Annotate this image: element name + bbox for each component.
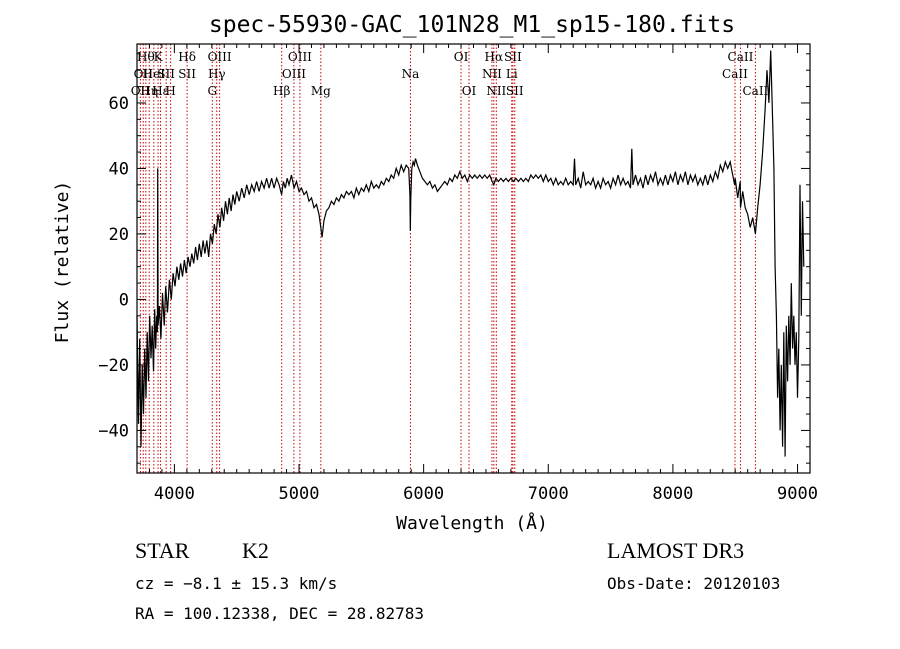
line-marker-label: Mg	[311, 84, 331, 98]
line-marker-label: Hε	[152, 84, 169, 98]
line-markers	[139, 44, 756, 473]
observation-date: Obs-Date: 20120103	[607, 574, 781, 593]
object-subclass: K2	[242, 538, 269, 563]
y-tick-label: 0	[119, 290, 129, 310]
line-marker-label: OII	[131, 84, 151, 98]
line-marker-label: NII	[486, 84, 506, 98]
line-marker-label: Hθ	[137, 50, 155, 64]
x-tick-label: 7000	[528, 484, 569, 504]
line-marker-label: Na	[402, 67, 420, 81]
line-marker-label: Li	[506, 67, 518, 81]
y-axis-label: Flux (relative)	[52, 181, 73, 344]
chart-title: spec-55930-GAC_101N28_M1_sp15-180.fits	[209, 12, 735, 38]
line-marker-label: G	[207, 84, 217, 98]
line-marker-label: Hα	[485, 50, 504, 64]
x-tick-label: 6000	[403, 484, 444, 504]
y-tick-label: −40	[98, 421, 129, 441]
object-class: STAR	[135, 538, 190, 563]
line-marker-label: H	[165, 84, 175, 98]
coordinates: RA = 100.12338, DEC = 28.82783	[135, 604, 424, 623]
x-tick-label: 8000	[652, 484, 693, 504]
line-marker-label: NII	[482, 67, 502, 81]
line-marker-label: OIII	[288, 50, 312, 64]
line-marker-label: Hδ	[178, 50, 196, 64]
line-marker-label: Hβ	[273, 84, 290, 98]
line-marker-label: SII	[178, 67, 196, 81]
x-axis-label: Wavelength (Å)	[396, 512, 548, 534]
line-marker-label: CaII	[742, 84, 768, 98]
line-marker-label: SII	[504, 50, 522, 64]
plot-frame	[136, 43, 811, 474]
redshift-velocity: cz = −8.1 ± 15.3 km/s	[135, 574, 338, 593]
line-marker-label: CaII	[728, 50, 754, 64]
x-tick-label: 4000	[154, 484, 195, 504]
survey-name: LAMOST DR3	[607, 538, 745, 563]
line-marker-label: OIII	[282, 67, 306, 81]
y-tick-label: 60	[109, 94, 129, 114]
x-tick-label: 5000	[279, 484, 320, 504]
line-marker-label: Hη	[140, 84, 158, 98]
line-marker-label: OIII	[208, 50, 232, 64]
y-axis-ticks: −40 −20 0 20 40 60	[98, 53, 810, 464]
line-marker-label: Hγ	[208, 67, 226, 81]
spectrum-line	[136, 50, 805, 457]
y-tick-label: −20	[98, 356, 129, 376]
line-marker-label: SII	[157, 67, 175, 81]
y-tick-label: 20	[109, 225, 129, 245]
line-marker-label: OI	[454, 50, 469, 64]
x-axis-ticks: 4000 5000 6000 7000 8000 9000	[148, 44, 818, 504]
line-marker-label: OI	[462, 84, 477, 98]
line-marker-label: CaII	[722, 67, 748, 81]
line-marker-label: HeI	[143, 67, 166, 81]
line-marker-label: K	[154, 50, 164, 64]
y-tick-label: 40	[109, 159, 129, 179]
line-marker-label: SII	[506, 84, 524, 98]
line-marker-labels: OIIOIIHθHηHeIKHεSIIHHδSIIGHγOIIIHβOIIIOI…	[131, 50, 769, 98]
x-tick-label: 9000	[777, 484, 818, 504]
